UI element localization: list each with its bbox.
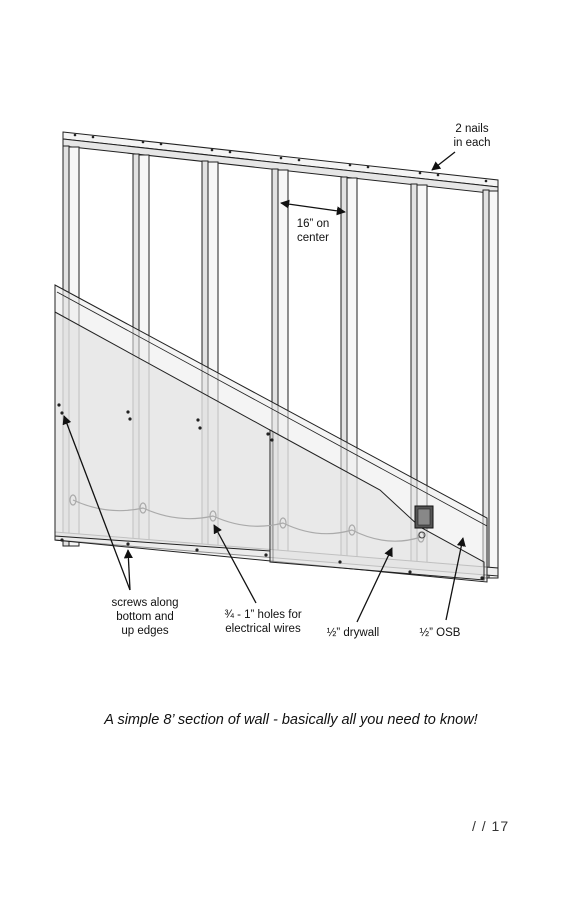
figure-caption: A simple 8’ section of wall - basically … xyxy=(104,712,478,728)
screws-label: screws along bottom and up edges xyxy=(111,597,179,637)
osb-arrow xyxy=(445,537,466,621)
leader-arrows xyxy=(62,151,466,623)
screws-arrow-2 xyxy=(123,549,133,591)
spacing-label: 16” on center xyxy=(296,218,330,244)
drywall-sheets xyxy=(54,311,485,581)
spacing-arrow xyxy=(280,199,346,216)
nails-label: 2 nails in each xyxy=(453,123,491,149)
osb-label: ½” OSB xyxy=(419,627,461,639)
top-plate xyxy=(62,131,499,195)
drywall-arrow xyxy=(356,547,393,623)
electrical-box xyxy=(414,505,434,539)
holes-label: ¾ - 1” holes for electrical wires xyxy=(224,609,302,635)
holes-arrow xyxy=(213,524,257,604)
page-number: / / 17 xyxy=(472,818,510,834)
screws-arrow-1 xyxy=(62,415,131,591)
screws xyxy=(57,403,484,580)
nails-arrow xyxy=(431,151,456,171)
drywall-label: ½” drywall xyxy=(326,627,380,639)
